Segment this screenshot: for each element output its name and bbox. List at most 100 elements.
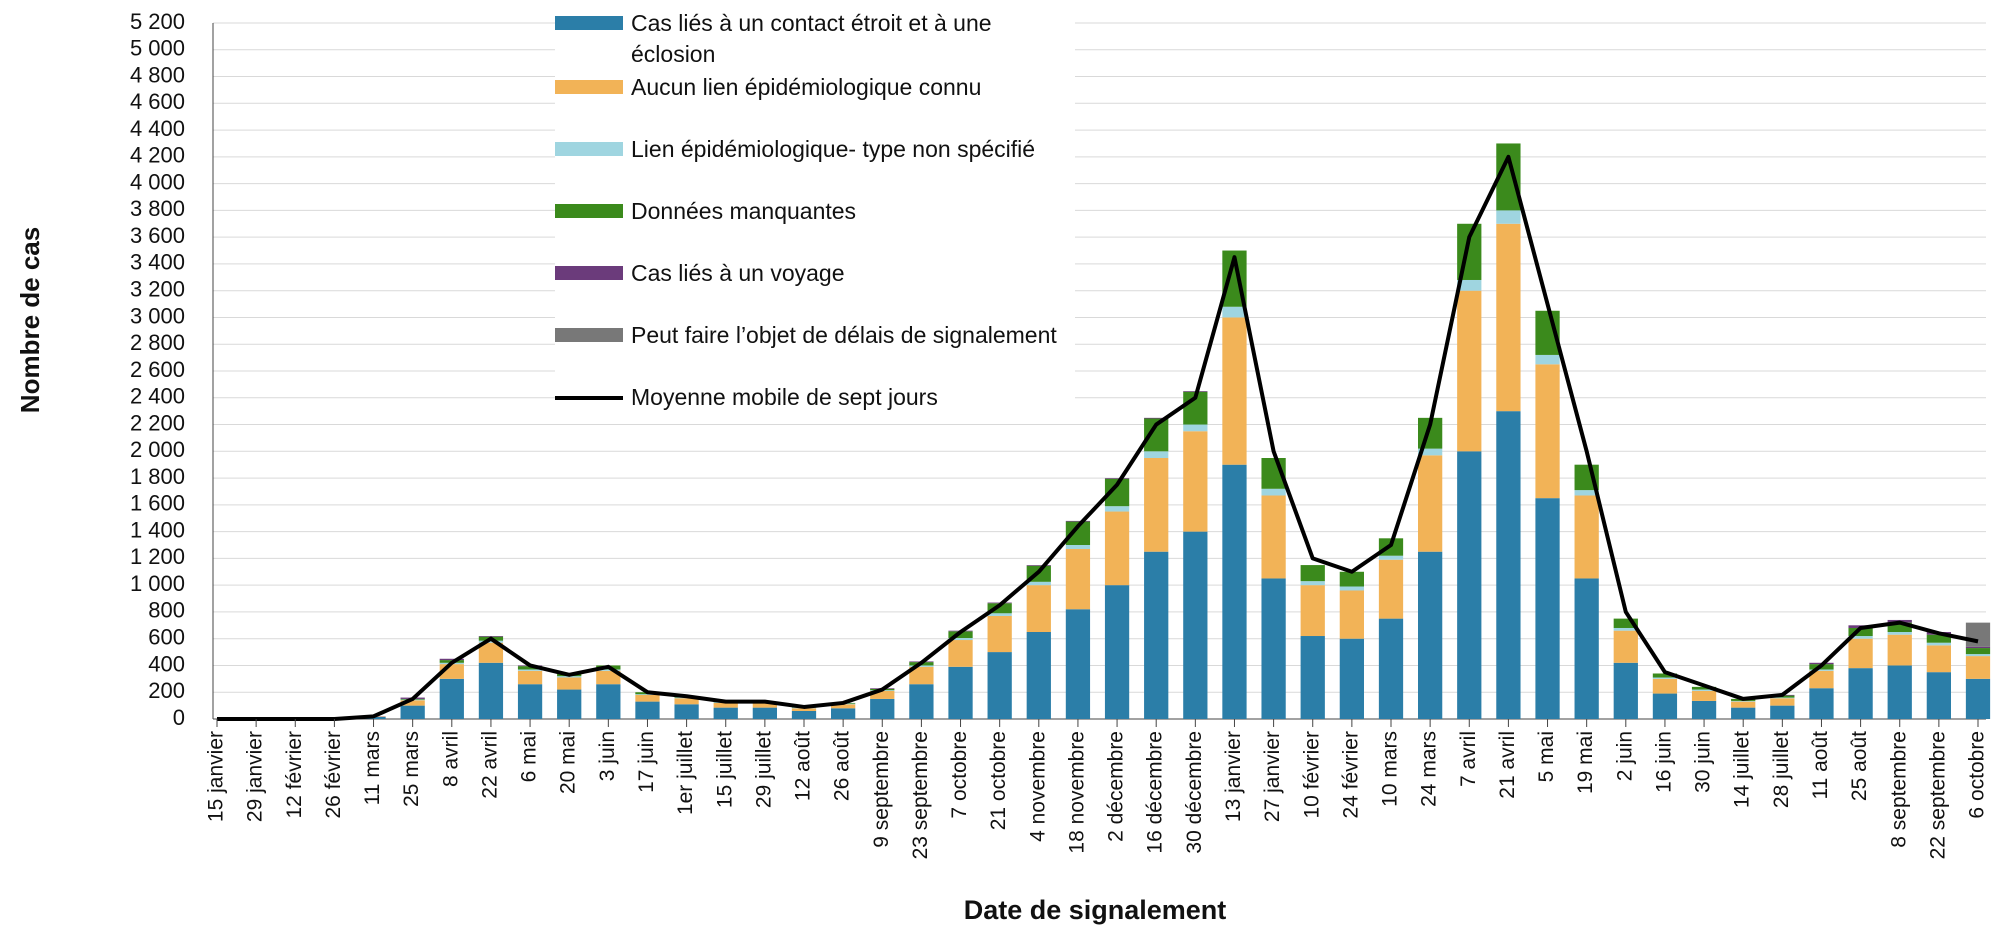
bar-segment (1965, 646, 1991, 649)
x-tick-label: 13 janvier (1222, 731, 1245, 822)
x-tick-label: 30 juin (1692, 731, 1715, 793)
bar-segment (557, 676, 582, 678)
bar-segment (1848, 668, 1873, 719)
x-tick-label: 20 mai (557, 731, 580, 794)
bar-segment (439, 658, 464, 661)
y-tick-label: 3 400 (130, 250, 185, 275)
bar-segment (1965, 656, 1991, 679)
bar-segment (1652, 673, 1678, 678)
bar-segment (1457, 290, 1482, 452)
bar-segment (1183, 424, 1208, 432)
bar-segment (1691, 686, 1717, 690)
bar-segment (1535, 498, 1560, 719)
y-tick-label: 4 800 (130, 62, 185, 87)
bar-segment (1339, 571, 1364, 587)
bar-segment (1300, 581, 1325, 586)
legend-label: Peut faire l’objet de délais de signalem… (631, 322, 1057, 348)
bar-segment (400, 700, 425, 706)
x-tick-label: 29 janvier (244, 731, 267, 822)
bar-segment (1339, 590, 1364, 639)
bar-segment (1026, 581, 1051, 586)
bar-segment (1378, 555, 1404, 560)
bar-segment (909, 665, 934, 667)
bar-segment (1065, 521, 1091, 545)
bar-segment (909, 684, 934, 719)
bar-segment (1535, 364, 1560, 499)
bar-segment (1652, 677, 1678, 679)
legend-swatch (555, 328, 623, 342)
bar-segment (870, 690, 895, 699)
bar-segment (987, 615, 1012, 653)
bar-segment (1026, 632, 1051, 719)
x-tick-label: 29 juillet (752, 731, 775, 808)
y-tick-label: 2 000 (130, 437, 185, 462)
bar-segment (1965, 622, 1991, 647)
bar-segment (478, 636, 504, 637)
bar-segment (596, 669, 621, 671)
bar-segment (987, 652, 1012, 719)
bar-segment (635, 701, 660, 719)
y-tick-label: 2 200 (130, 410, 185, 435)
x-tick-label: 12 février (283, 731, 306, 819)
bar-segment (831, 708, 856, 719)
x-tick-label: 26 février (322, 731, 345, 819)
bar-segment (478, 640, 504, 643)
x-tick-label: 17 juin (635, 731, 658, 793)
bar-segment (909, 666, 934, 685)
bar-segment (987, 613, 1012, 616)
bar-segment (1496, 411, 1521, 719)
x-tick-label: 12 août (792, 731, 815, 801)
y-tick-label: 3 600 (130, 223, 185, 248)
bar-segment (1887, 632, 1912, 635)
bar-segment (1339, 586, 1364, 591)
x-tick-label: 7 octobre (948, 731, 971, 819)
bar-segment (1339, 638, 1364, 719)
bar-segment (1770, 697, 1795, 699)
bar-segment (1809, 688, 1834, 719)
x-tick-label: 22 avril (478, 731, 501, 799)
bar-segment (1026, 585, 1051, 632)
y-tick-label: 5 000 (130, 36, 185, 61)
y-tick-label: 200 (148, 678, 185, 703)
bar-segment (1222, 464, 1247, 719)
y-tick-label: 800 (148, 598, 185, 623)
y-tick-label: 3 000 (130, 303, 185, 328)
y-tick-label: 4 200 (130, 143, 185, 168)
x-tick-label: 15 janvier (205, 731, 228, 822)
legend-item: Cas liés à un voyage (555, 258, 1075, 318)
legend-swatch (555, 266, 623, 280)
x-tick-label: 2 décembre (1105, 731, 1128, 842)
y-tick-label: 2 800 (130, 330, 185, 355)
bar-segment (1652, 678, 1678, 694)
grid (213, 22, 1986, 720)
bar-segment (1965, 648, 1991, 655)
bar-segment (1496, 223, 1521, 412)
bar-segment (1144, 458, 1169, 552)
bar-segment (1378, 618, 1404, 719)
bar-segment (791, 710, 817, 719)
legend-swatch (555, 80, 623, 94)
bar-segment (752, 707, 777, 719)
bar-segment (948, 666, 973, 719)
bar-segment (752, 702, 777, 708)
bar-segment (1848, 627, 1873, 637)
y-tick-label: 2 400 (130, 384, 185, 409)
bar-segment (1887, 665, 1912, 719)
y-tick-label: 1 600 (130, 491, 185, 516)
bar-segment (831, 704, 856, 709)
bar-segment (1848, 638, 1873, 669)
bar-segment (1261, 495, 1286, 579)
bar-segment (400, 705, 425, 719)
bar-segment (1574, 495, 1599, 579)
legend-label: Aucun lien épidémiologique connu (631, 74, 982, 100)
bar-segment (596, 670, 621, 685)
bar-segment (1065, 520, 1091, 522)
bar-segment (1652, 693, 1678, 719)
bar-segment (1104, 511, 1130, 586)
bar-segment (517, 669, 543, 671)
legend-item: Moyenne mobile de sept jours (555, 382, 1075, 413)
x-tick-label: 15 juillet (713, 731, 736, 808)
x-tick-label: 16 décembre (1144, 731, 1167, 854)
y-tick-label: 0 (173, 705, 185, 730)
